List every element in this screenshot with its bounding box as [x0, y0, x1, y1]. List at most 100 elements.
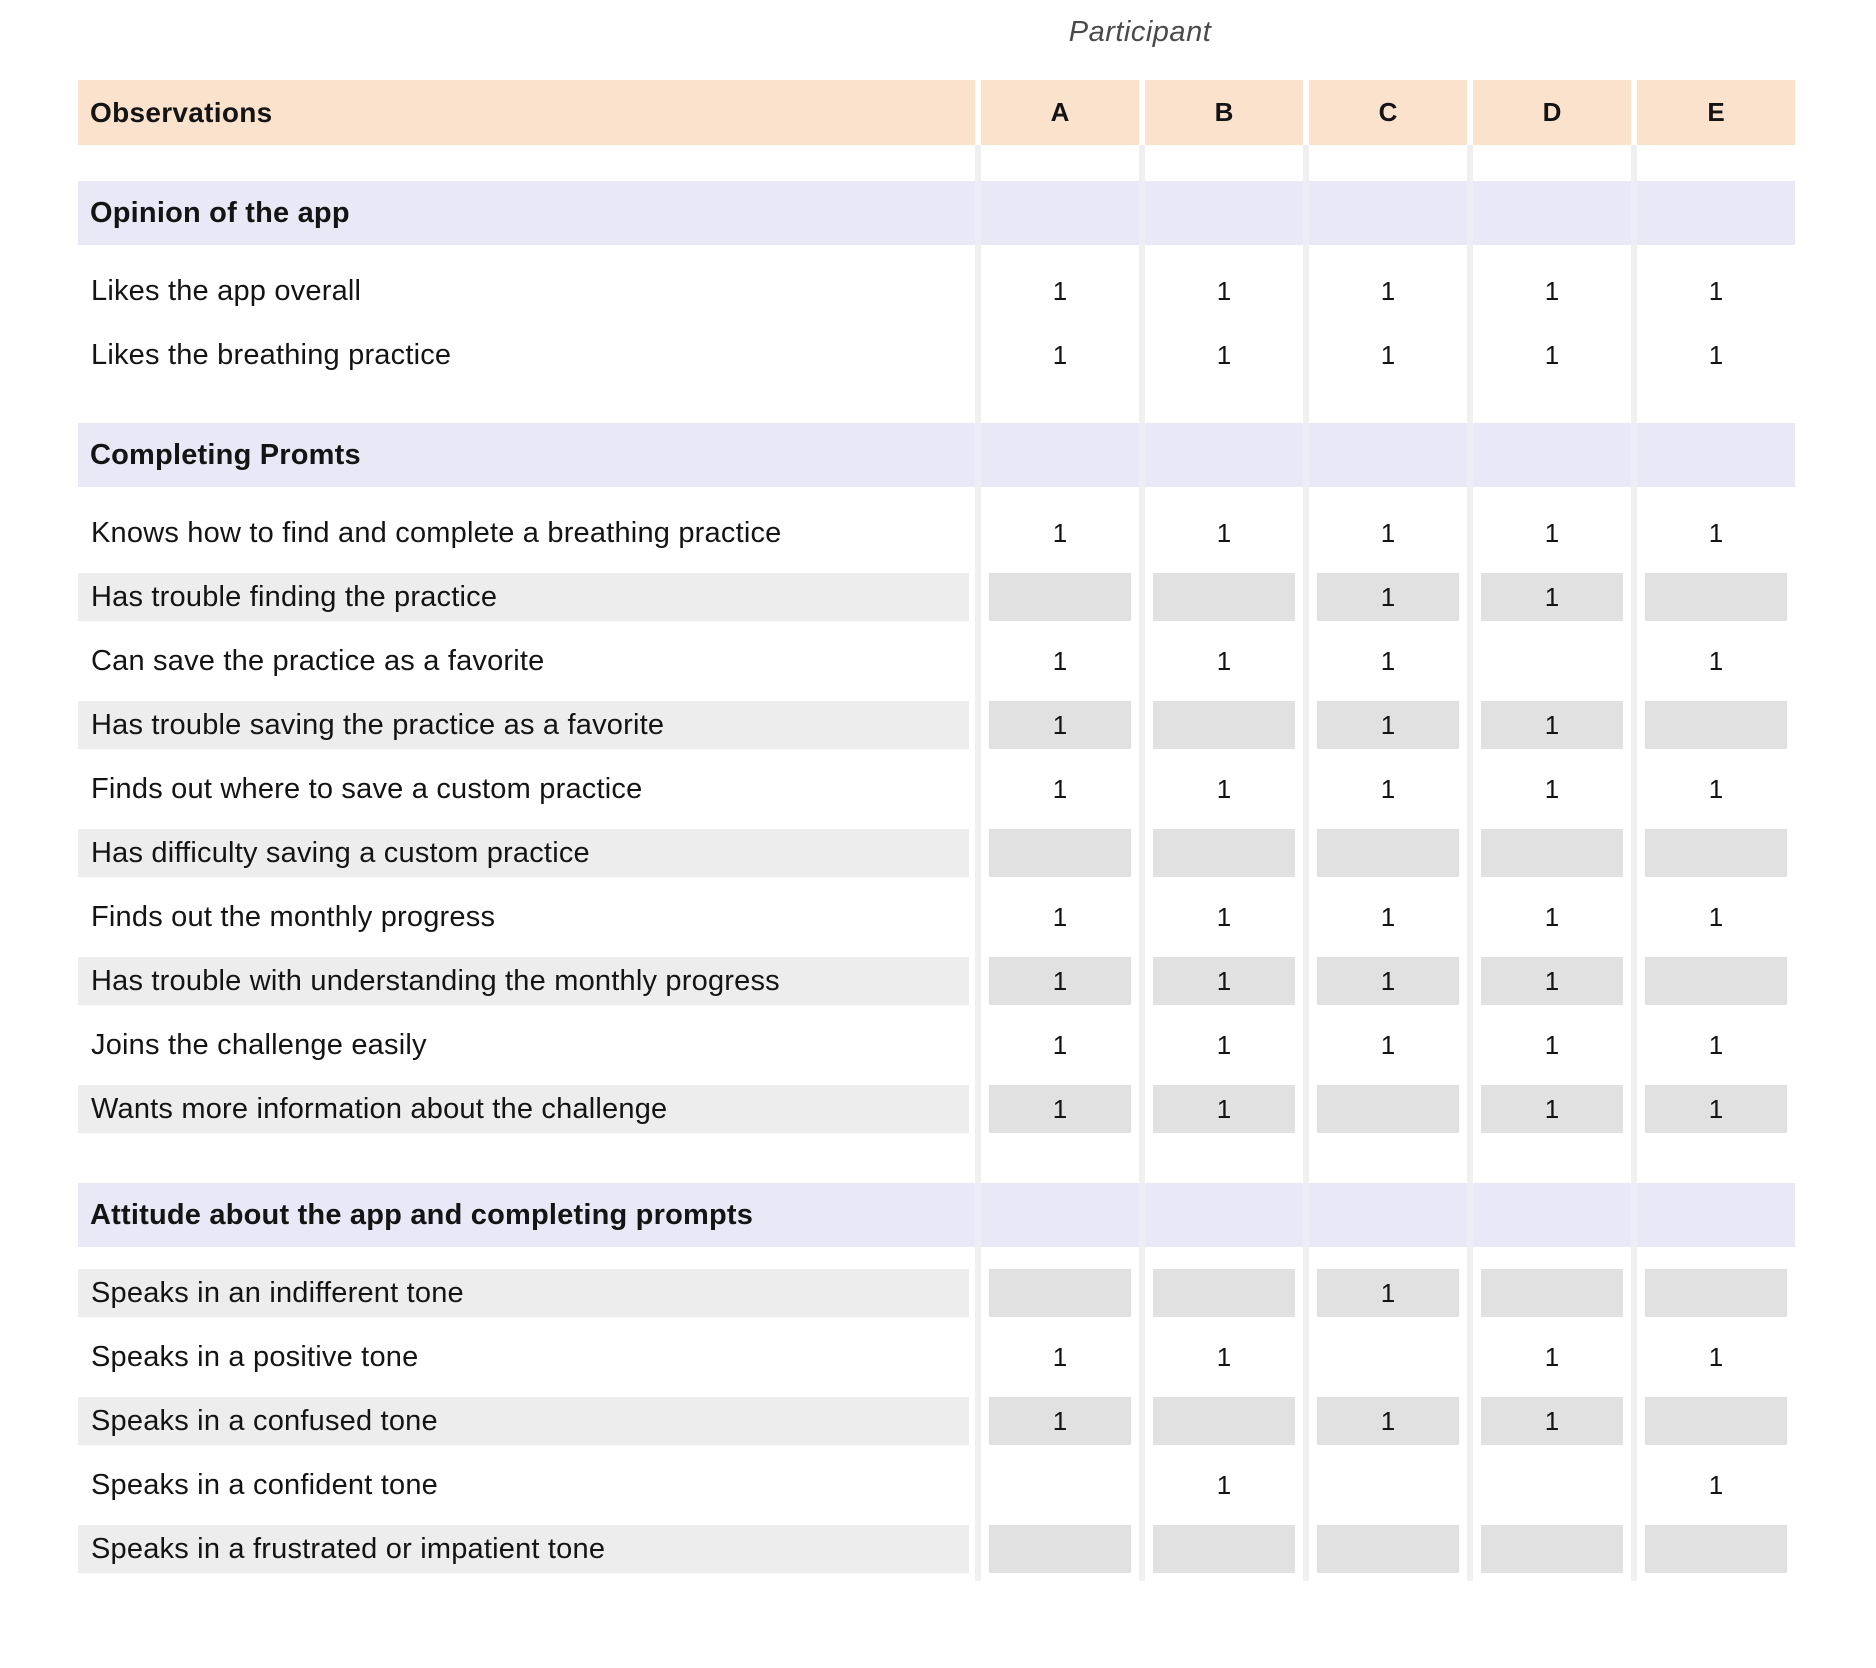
- spacer-cell: [78, 245, 975, 259]
- tally-value: [1317, 1461, 1459, 1509]
- spacer-cell: [975, 1141, 1139, 1183]
- tally-value: 1: [1153, 957, 1295, 1005]
- table-row-wants-more-information-about-the-challenge: Wants more information about the challen…: [78, 1077, 1795, 1141]
- value-cell-d: 1: [1467, 1077, 1631, 1141]
- section-band-cell: [1467, 181, 1631, 245]
- spacer-cell: [1631, 145, 1795, 181]
- value-cell-a: 1: [975, 323, 1139, 387]
- tally-value: [1645, 1397, 1787, 1445]
- tally-value: [989, 829, 1131, 877]
- tally-value: [1317, 1333, 1459, 1381]
- tally-value: 1: [1216, 773, 1232, 804]
- spacer-cell: [78, 145, 975, 181]
- table-row-knows-how-to-find-and-complete-a-breathing-practice: Knows how to find and complete a breathi…: [78, 501, 1795, 565]
- spacer-cell: [1631, 487, 1795, 501]
- observation-label-cell: Has trouble finding the practice: [78, 565, 975, 629]
- tally-value: 1: [1708, 1341, 1724, 1372]
- tally-value: [1481, 1269, 1623, 1317]
- value-cell-b: 1: [1139, 259, 1303, 323]
- observation-label: Finds out where to save a custom practic…: [91, 772, 643, 805]
- tally-value: 1: [1380, 517, 1396, 548]
- row-spacer: [78, 1247, 1795, 1261]
- tally-value: 1: [989, 1085, 1131, 1133]
- observation-label-cell: Speaks in a confused tone: [78, 1389, 975, 1453]
- table-row-finds-out-the-monthly-progress: Finds out the monthly progress 1 1 1 1 1: [78, 885, 1795, 949]
- row-spacer: [78, 245, 1795, 259]
- value-cell-e: [1631, 1389, 1795, 1453]
- tally-value: 1: [1544, 517, 1560, 548]
- value-cell-a: 1: [975, 949, 1139, 1013]
- value-cell-a: [975, 1517, 1139, 1581]
- value-cell-b: 1: [1139, 323, 1303, 387]
- tally-value: 1: [1052, 901, 1068, 932]
- tally-value: 1: [1216, 901, 1232, 932]
- spacer-cell: [1303, 1247, 1467, 1261]
- spacer-cell: [975, 487, 1139, 501]
- observation-label: Speaks in a positive tone: [91, 1340, 419, 1373]
- observation-label-cell: Speaks in a confident tone: [78, 1453, 975, 1517]
- value-cell-a: 1: [975, 1389, 1139, 1453]
- value-cell-e: 1: [1631, 1453, 1795, 1517]
- value-cell-e: 1: [1631, 259, 1795, 323]
- spacer-cell: [1303, 145, 1467, 181]
- observation-label: Likes the breathing practice: [91, 338, 452, 371]
- table-row-has-trouble-with-understanding-the-monthly-progress: Has trouble with understanding the month…: [78, 949, 1795, 1013]
- spacer-cell: [1139, 245, 1303, 259]
- value-cell-a: 1: [975, 259, 1139, 323]
- tally-value: 1: [1052, 645, 1068, 676]
- value-cell-e: [1631, 1517, 1795, 1581]
- spacer-cell: [78, 387, 975, 423]
- value-cell-b: 1: [1139, 885, 1303, 949]
- value-cell-c: [1303, 1077, 1467, 1141]
- value-cell-e: 1: [1631, 1325, 1795, 1389]
- table-row-has-difficulty-saving-a-custom-practice: Has difficulty saving a custom practice: [78, 821, 1795, 885]
- table-row-speaks-in-a-positive-tone: Speaks in a positive tone 1 1 1 1: [78, 1325, 1795, 1389]
- table-row-likes-the-breathing-practice: Likes the breathing practice 1 1 1 1 1: [78, 323, 1795, 387]
- observation-label-cell: Has difficulty saving a custom practice: [78, 821, 975, 885]
- table-header-row: Observations A B C D E: [78, 80, 1795, 145]
- section-band-cell: [1139, 1183, 1303, 1247]
- tally-value: 1: [1216, 517, 1232, 548]
- value-cell-e: [1631, 693, 1795, 757]
- observation-label: Has difficulty saving a custom practice: [78, 829, 969, 877]
- section-header-attitude-about-the-app-and-completing-prompts: Attitude about the app and completing pr…: [78, 1183, 1795, 1247]
- spacer-cell: [1631, 387, 1795, 423]
- tally-value: 1: [1481, 701, 1623, 749]
- value-cell-b: 1: [1139, 949, 1303, 1013]
- tally-value: [1153, 573, 1295, 621]
- value-cell-d: 1: [1467, 565, 1631, 629]
- section-band-cell: [1139, 181, 1303, 245]
- spacer-cell: [1467, 487, 1631, 501]
- observation-label-cell: Speaks in a positive tone: [78, 1325, 975, 1389]
- value-cell-d: 1: [1467, 757, 1631, 821]
- section-band-cell: [975, 1183, 1139, 1247]
- tally-value: 1: [1544, 901, 1560, 932]
- table-row-speaks-in-a-frustrated-or-impatient-tone: Speaks in a frustrated or impatient tone: [78, 1517, 1795, 1581]
- value-cell-d: 1: [1467, 1389, 1631, 1453]
- tally-value: 1: [1052, 773, 1068, 804]
- tally-value: 1: [1052, 1029, 1068, 1060]
- tally-value: [1153, 1525, 1295, 1573]
- row-spacer: [78, 145, 1795, 181]
- section-band-cell: [1467, 423, 1631, 487]
- tally-value: 1: [1317, 1397, 1459, 1445]
- participant-column-header-b: B: [1139, 80, 1303, 145]
- value-cell-c: [1303, 1453, 1467, 1517]
- tally-value: [989, 1461, 1131, 1509]
- value-cell-b: [1139, 565, 1303, 629]
- tally-value: 1: [1317, 957, 1459, 1005]
- value-cell-b: [1139, 1261, 1303, 1325]
- tally-value: 1: [1544, 275, 1560, 306]
- tally-value: 1: [1481, 957, 1623, 1005]
- value-cell-c: 1: [1303, 1389, 1467, 1453]
- observation-label-cell: Has trouble saving the practice as a fav…: [78, 693, 975, 757]
- section-band-cell: [975, 423, 1139, 487]
- section-title: Attitude about the app and completing pr…: [90, 1198, 754, 1231]
- value-cell-c: 1: [1303, 693, 1467, 757]
- observation-label: Speaks in an indifferent tone: [78, 1269, 969, 1317]
- spacer-cell: [1631, 1247, 1795, 1261]
- tally-value: 1: [989, 957, 1131, 1005]
- value-cell-d: 1: [1467, 501, 1631, 565]
- observation-label-cell: Likes the app overall: [78, 259, 975, 323]
